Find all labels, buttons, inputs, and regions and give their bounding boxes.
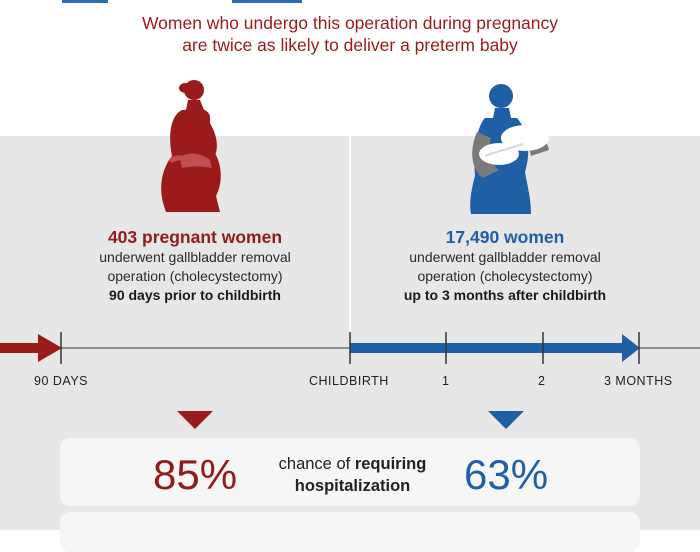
top-edge [0, 0, 700, 4]
post-birth-bar [350, 343, 626, 353]
label-2-months: 2 [538, 374, 546, 388]
postpartum-group-info: 17,490 women underwent gallbladder remov… [380, 227, 630, 305]
headline-line-2: are twice as likely to deliver a preterm… [182, 35, 518, 55]
postpartum-group-description: underwent gallbladder removal [409, 249, 601, 265]
label-childbirth: CHILDBIRTH [309, 374, 389, 388]
top-accent-line [62, 0, 108, 3]
next-stat-box [60, 512, 640, 552]
pregnant-group-description: underwent gallbladder removal [99, 249, 291, 265]
top-accent-line [232, 0, 302, 3]
postpartum-hospitalization-percent: 63% [464, 451, 549, 498]
pregnant-group-count: 403 pregnant women [107, 227, 283, 247]
timeline [0, 332, 700, 364]
pregnant-group-info: 403 pregnant women underwent gallbladder… [70, 227, 320, 305]
headline: Women who undergo this operation during … [0, 12, 700, 56]
pregnant-woman-icon [161, 80, 221, 212]
pregnant-group-timing: 90 days prior to childbirth [109, 287, 281, 303]
stat-label-plain: chance of [278, 455, 351, 473]
postpartum-group-procedure: operation (cholecystectomy) [417, 268, 593, 284]
post-birth-arrowhead [622, 334, 640, 362]
pre-birth-bar [0, 343, 40, 353]
pregnant-hospitalization-percent: 85% [153, 451, 238, 498]
pre-birth-arrowhead [38, 334, 62, 362]
stat-label-bold-1: requiring [354, 455, 427, 473]
label-3-months: 3 MONTHS [604, 374, 673, 388]
postpartum-group-timing: up to 3 months after childbirth [403, 287, 607, 303]
stat-label-bold-2: hospitalization [294, 477, 411, 495]
panel-divider [349, 136, 351, 336]
mother-holding-baby-icon [470, 84, 549, 214]
label-1-month: 1 [442, 374, 450, 388]
hospitalization-stat-box [60, 438, 640, 506]
label-90-days: 90 DAYS [34, 374, 88, 388]
hospitalization-stat-label: chance of requiring hospitalization [250, 453, 455, 497]
postpartum-group-count: 17,490 women [445, 227, 565, 247]
pregnant-group-procedure: operation (cholecystectomy) [107, 268, 283, 284]
headline-line-1: Women who undergo this operation during … [141, 13, 559, 33]
postpartum-group-marker [488, 411, 524, 429]
pregnant-group-marker [177, 411, 213, 429]
